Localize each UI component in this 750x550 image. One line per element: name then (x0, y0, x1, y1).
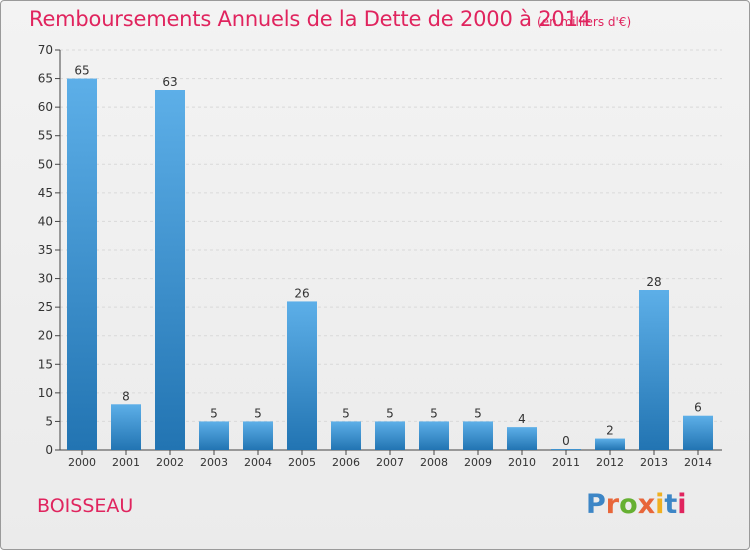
value-label: 2 (606, 424, 614, 438)
bar-2002 (155, 90, 185, 450)
x-tick-label: 2006 (332, 456, 360, 469)
value-label: 5 (210, 406, 218, 420)
y-tick-label: 45 (38, 186, 53, 200)
y-tick-label: 55 (38, 129, 53, 143)
bar-2001 (111, 404, 141, 450)
logo-letter: t (664, 489, 678, 520)
value-label: 65 (74, 64, 89, 78)
logo-letter: P (586, 489, 606, 520)
value-label: 6 (694, 401, 702, 415)
bar-2007 (375, 421, 405, 450)
y-tick-label: 70 (38, 43, 53, 57)
value-label: 0 (562, 434, 570, 448)
bar-2005 (287, 301, 317, 450)
logo-letter: x (637, 489, 656, 520)
value-label: 5 (342, 406, 350, 420)
bar-2009 (463, 421, 493, 450)
bar-2006 (331, 421, 361, 450)
value-label: 5 (254, 406, 262, 420)
y-tick-label: 50 (38, 157, 53, 171)
x-tick-label: 2005 (288, 456, 316, 469)
value-label: 63 (162, 75, 177, 89)
bar-2013 (639, 290, 669, 450)
proxiti-logo[interactable]: Proxiti (586, 489, 687, 520)
logo-letter: o (619, 489, 638, 520)
commune-name: BOISSEAU (37, 495, 134, 517)
value-label: 5 (430, 406, 438, 420)
value-label: 5 (474, 406, 482, 420)
value-label: 8 (122, 389, 130, 403)
x-tick-label: 2010 (508, 456, 536, 469)
bar-2014 (683, 415, 713, 450)
bar-2010 (507, 427, 537, 450)
y-tick-label: 15 (38, 357, 53, 371)
bar-2011 (551, 449, 581, 450)
bar-2012 (595, 438, 625, 450)
y-tick-label: 35 (38, 243, 53, 257)
x-tick-label: 2014 (684, 456, 712, 469)
x-tick-label: 2008 (420, 456, 448, 469)
x-tick-label: 2002 (156, 456, 184, 469)
logo-letter: r (605, 489, 620, 520)
bars (67, 78, 713, 451)
value-label: 28 (646, 275, 661, 289)
y-tick-label: 0 (45, 443, 53, 457)
y-tick-label: 65 (38, 72, 53, 86)
logo-letter: i (677, 489, 687, 520)
x-tick-label: 2000 (68, 456, 96, 469)
y-tick-label: 25 (38, 300, 53, 314)
unit-note: (en milliers d'€) (537, 15, 632, 29)
chart-title: Remboursements Annuels de la Dette de 20… (29, 7, 591, 31)
x-tick-label: 2012 (596, 456, 624, 469)
bar-2008 (419, 421, 449, 450)
y-tick-label: 5 (45, 414, 53, 428)
logo-letter: i (655, 489, 665, 520)
value-label: 26 (294, 286, 309, 300)
x-tick-label: 2007 (376, 456, 404, 469)
value-label: 4 (518, 412, 526, 426)
x-tick-label: 2001 (112, 456, 140, 469)
y-tick-label: 60 (38, 100, 53, 114)
y-tick-label: 10 (38, 386, 53, 400)
x-tick-label: 2004 (244, 456, 272, 469)
bar-2004 (243, 421, 273, 450)
x-tick-label: 2003 (200, 456, 228, 469)
x-tick-label: 2013 (640, 456, 668, 469)
y-tick-label: 20 (38, 329, 53, 343)
x-tick-label: 2009 (464, 456, 492, 469)
labels: 0510152025303540455055606570652000820016… (38, 43, 712, 469)
y-tick-label: 30 (38, 272, 53, 286)
bar-2003 (199, 421, 229, 450)
x-tick-label: 2011 (552, 456, 580, 469)
bar-2000 (67, 78, 97, 451)
value-label: 5 (386, 406, 394, 420)
y-tick-label: 40 (38, 214, 53, 228)
